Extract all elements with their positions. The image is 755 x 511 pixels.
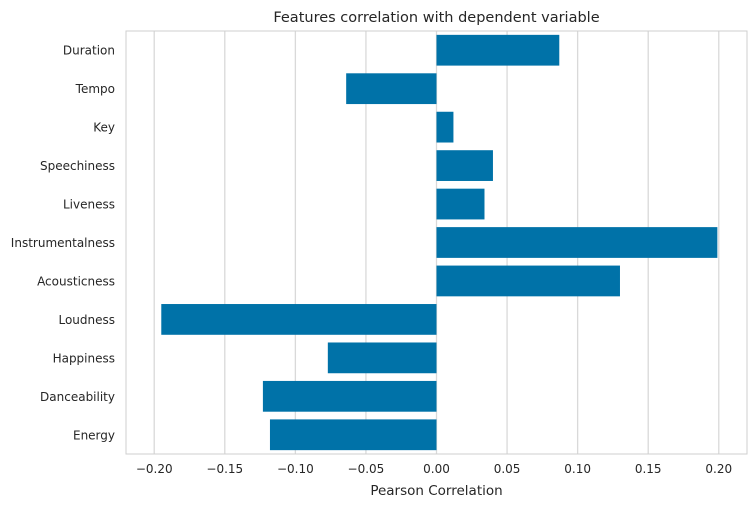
- x-tick-label: 0.05: [494, 462, 521, 476]
- bar-key: [436, 111, 454, 143]
- chart-title: Features correlation with dependent vari…: [273, 10, 599, 26]
- x-tick-label: −0.05: [348, 462, 385, 476]
- category-label-key: Key: [93, 121, 115, 135]
- category-label-acousticness: Acousticness: [37, 274, 115, 288]
- category-label-happiness: Happiness: [53, 351, 115, 365]
- x-tick-label: 0.20: [705, 462, 732, 476]
- category-label-speechiness: Speechiness: [40, 159, 115, 173]
- x-ticks: −0.20 −0.15 −0.10 −0.05 0.00 0.05 0.10 0.15 0.20: [136, 462, 732, 476]
- bar-acousticness: [436, 265, 620, 297]
- bar-loudness: [161, 304, 437, 335]
- category-label-loudness: Loudness: [58, 313, 115, 327]
- bar-happiness: [327, 342, 437, 374]
- category-label-liveness: Liveness: [63, 198, 115, 212]
- x-tick-label: −0.10: [277, 462, 314, 476]
- bar-energy: [269, 419, 437, 451]
- x-tick-label: −0.20: [136, 462, 173, 476]
- category-label-energy: Energy: [73, 428, 115, 442]
- category-label-instrumentalness: Instrumentalness: [11, 236, 115, 250]
- x-tick-label: 0.00: [423, 462, 450, 476]
- plot-frame: [125, 30, 748, 455]
- x-tick-label: −0.15: [206, 462, 243, 476]
- bar-tempo: [346, 73, 437, 105]
- x-tick-label: 0.15: [635, 462, 662, 476]
- x-axis-label: Pearson Correlation: [370, 483, 502, 499]
- bars: [161, 34, 718, 451]
- bar-instrumentalness: [436, 227, 718, 258]
- category-label-danceability: Danceability: [40, 390, 115, 404]
- category-labels: Duration Tempo Key Speechiness Liveness Instr…: [11, 44, 115, 443]
- bar-liveness: [436, 188, 485, 220]
- category-label-tempo: Tempo: [75, 82, 115, 96]
- bar-danceability: [262, 380, 437, 412]
- bar-speechiness: [436, 150, 493, 181]
- category-label-duration: Duration: [63, 44, 115, 58]
- bar-duration: [436, 34, 560, 66]
- x-tick-label: 0.10: [564, 462, 591, 476]
